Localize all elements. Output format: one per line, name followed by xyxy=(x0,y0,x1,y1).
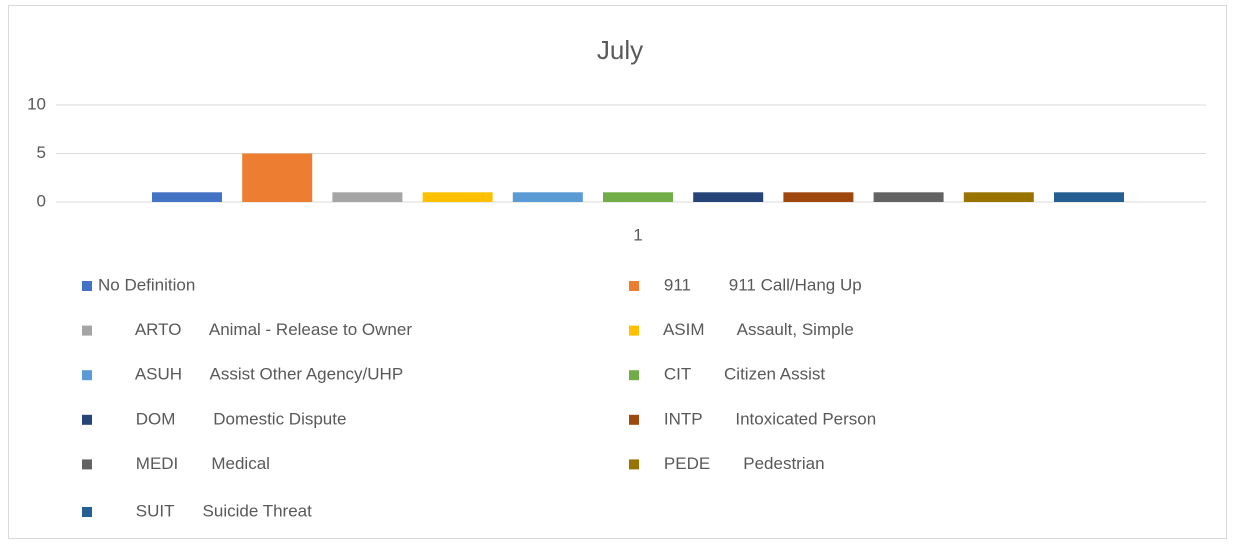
legend-label: SUIT Suicide Threat xyxy=(98,501,312,520)
legend-label: ASIM Assault, Simple xyxy=(645,320,854,339)
legend-label: PEDE Pedestrian xyxy=(645,454,825,473)
legend-swatch xyxy=(82,370,92,381)
legend-label: INTP Intoxicated Person xyxy=(645,409,876,428)
legend-swatch xyxy=(82,459,92,470)
legend-label: CIT Citizen Assist xyxy=(645,365,825,384)
legend-swatch xyxy=(82,414,92,425)
legend-swatch xyxy=(629,414,639,425)
bar xyxy=(1054,192,1124,202)
bar xyxy=(873,192,944,202)
legend-swatch xyxy=(82,281,92,291)
legend-swatch xyxy=(629,281,639,291)
chart-border xyxy=(8,5,1227,539)
x-tick-label: 1 xyxy=(633,225,642,244)
bar xyxy=(963,192,1034,202)
y-tick-label: 0 xyxy=(37,191,46,210)
bar xyxy=(242,153,313,202)
legend-swatch xyxy=(82,325,92,336)
chart-title: July xyxy=(597,35,643,65)
legend-label: ARTO Animal - Release to Owner xyxy=(98,320,412,339)
bar xyxy=(152,192,222,202)
legend-label: MEDI Medical xyxy=(98,454,270,473)
bar xyxy=(332,192,403,202)
bar xyxy=(783,192,854,202)
y-tick-label: 5 xyxy=(37,143,46,162)
y-tick-label: 10 xyxy=(27,94,46,113)
legend-swatch xyxy=(629,325,639,336)
legend-swatch xyxy=(629,459,639,470)
bar xyxy=(422,192,493,202)
bar xyxy=(512,192,583,202)
legend-swatch xyxy=(82,507,92,517)
legend-swatch xyxy=(629,370,639,381)
legend-label: ASUH Assist Other Agency/UHP xyxy=(98,365,403,384)
bar xyxy=(693,192,764,202)
legend-label: 911 911 Call/Hang Up xyxy=(645,275,862,294)
legend-label: DOM Domestic Dispute xyxy=(98,409,346,428)
legend-label: No Definition xyxy=(98,275,195,294)
bar xyxy=(603,192,673,202)
